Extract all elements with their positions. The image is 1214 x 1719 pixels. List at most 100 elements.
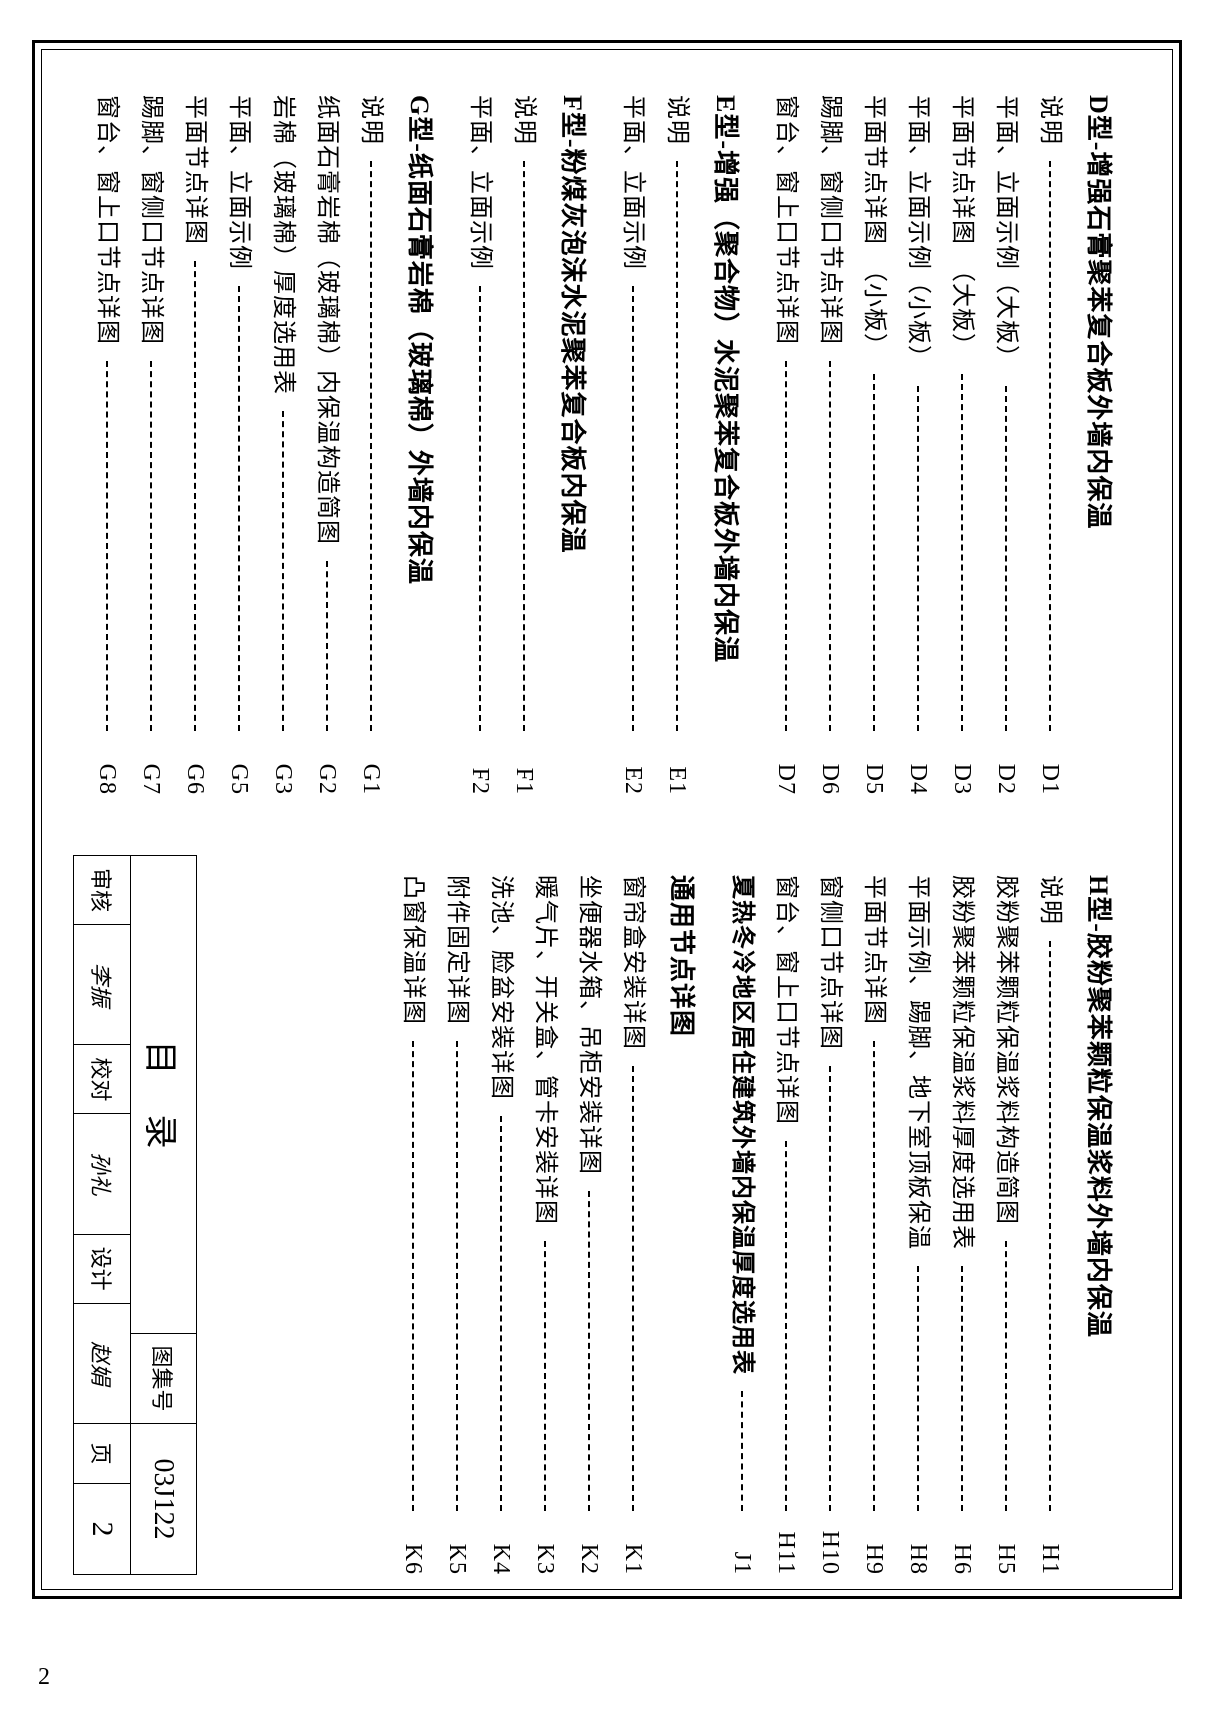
- toc-entry-label: 平面节点详图: [173, 95, 217, 245]
- toc-entry-label: 说明: [1028, 875, 1072, 925]
- toc-entry-page: K2: [567, 1527, 611, 1575]
- toc-entry-page: F1: [502, 747, 546, 795]
- toc-entry-page: E2: [611, 747, 655, 795]
- toc-leader: [370, 161, 372, 731]
- toc-entry-label: 平面、立面示例（小板）: [896, 95, 940, 370]
- toc-leader: [1005, 1241, 1007, 1511]
- toc-entry-page: F2: [458, 747, 502, 795]
- toc-entry: 说明G1: [349, 95, 393, 795]
- toc-entry-label: 踢脚、窗侧口节点详图: [129, 95, 173, 345]
- toc-section-title: H型-胶粉聚苯颗粒保温浆料外墙内保温: [1082, 875, 1119, 1575]
- toc-leader: [412, 1041, 414, 1511]
- toc-entry: 说明F1: [502, 95, 546, 795]
- toc-leader: [632, 286, 634, 731]
- toc-entry-page: H9: [852, 1527, 896, 1575]
- toc-entry: 窗台、窗上口节点详图D7: [764, 95, 808, 795]
- toc-entry: 平面、立面示例 F2: [458, 95, 502, 795]
- toc-entry: 说明D1: [1028, 95, 1072, 795]
- content-rotated: D型-增强石膏聚苯复合板外墙内保温说明D1平面、立面示例（大板）D2平面节点详图…: [55, 55, 1155, 1615]
- toc-entry: 窗帘盒安装详图K1: [611, 875, 655, 1575]
- toc-entry-page: G2: [305, 747, 349, 795]
- toc-entry-page: K6: [391, 1527, 435, 1575]
- toc-entry-label: 平面节点详图 （大板）: [940, 95, 984, 358]
- toc-leader: [873, 1041, 875, 1511]
- toc-leader: [829, 361, 831, 731]
- toc-entry-page: D7: [764, 747, 808, 795]
- toc-entry-page: H5: [984, 1527, 1028, 1575]
- toc-entry-page: H11: [764, 1527, 808, 1575]
- toc-entry-page: G5: [217, 747, 261, 795]
- toc-entry-label: 纸面石膏岩棉（玻璃棉）内保温构造简图: [305, 95, 349, 545]
- toc-entry: 平面节点详图 （小板）D5: [852, 95, 896, 795]
- toc-entry-page: H1: [1028, 1527, 1072, 1575]
- toc-entry: 说明 H1: [1028, 875, 1072, 1575]
- toc-leader: [917, 386, 919, 731]
- toc-entry-page: J1: [720, 1527, 764, 1575]
- toc-leader: [1049, 941, 1051, 1511]
- toc-entry-label: 窗台、窗上口节点详图: [764, 875, 808, 1125]
- toc-leader: [961, 1266, 963, 1511]
- toc-leader: [873, 374, 875, 731]
- toc-leader: [150, 361, 152, 731]
- toc-entry: 平面、立面示例（大板）D2: [984, 95, 1028, 795]
- toc-entry-page: D5: [852, 747, 896, 795]
- toc-entry-page: G6: [173, 747, 217, 795]
- toc-entry-label: 凸窗保温详图: [391, 875, 435, 1025]
- toc-entry: 纸面石膏岩棉（玻璃棉）内保温构造简图 G2: [305, 95, 349, 795]
- toc-leader: [238, 286, 240, 731]
- toc-entry-label: 说明: [655, 95, 699, 145]
- toc-entry-label: 坐便器水箱、吊柜安装详图: [567, 875, 611, 1175]
- toc-entry: 平面节点详图 H9: [852, 875, 896, 1575]
- toc-column-right: H型-胶粉聚苯颗粒保温浆料外墙内保温说明 H1 胶粉聚苯颗粒保温浆料构造简图 H5胶粉…: [55, 875, 1125, 1575]
- toc-columns: D型-增强石膏聚苯复合板外墙内保温说明D1平面、立面示例（大板）D2平面节点详图…: [55, 55, 1155, 1615]
- toc-section-title: F型-粉煤灰泡沫水泥聚苯复合板内保温: [556, 95, 593, 795]
- toc-entry: 胶粉聚苯颗粒保温浆料构造简图 H5: [984, 875, 1028, 1575]
- check-signature: 孙礼: [74, 1114, 130, 1234]
- toc-leader: [1005, 386, 1007, 731]
- toc-entry-label: 平面示例、踢脚、地下室顶板保温: [896, 875, 940, 1250]
- toc-leader: [194, 261, 196, 731]
- toc-entry-page: G1: [349, 747, 393, 795]
- toc-entry-page: G8: [85, 747, 129, 795]
- toc-entry-label: 附件固定详图: [435, 875, 479, 1025]
- toc-leader: [785, 361, 787, 731]
- toc-entry: 平面节点详图 G6: [173, 95, 217, 795]
- toc-leader: [456, 1041, 458, 1511]
- atlas-code: 03J122: [131, 1424, 196, 1574]
- title-block: 目录 图集号 03J122 审核 李振 校对 孙礼 设计 赵娟 页 2: [73, 855, 197, 1575]
- toc-entry-label: 平面节点详图: [852, 875, 896, 1025]
- toc-entry: 平面示例、踢脚、地下室顶板保温 H8: [896, 875, 940, 1575]
- toc-entry: 胶粉聚苯颗粒保温浆料厚度选用表H6: [940, 875, 984, 1575]
- toc-entry-page: G7: [129, 747, 173, 795]
- toc-leader: [500, 1116, 502, 1511]
- doc-title: 目录: [131, 856, 196, 1334]
- toc-section-title: D型-增强石膏聚苯复合板外墙内保温: [1082, 95, 1119, 795]
- toc-entry: 附件固定详图 K5: [435, 875, 479, 1575]
- toc-entry-label: 平面、立面示例: [611, 95, 655, 270]
- check-label: 校对: [74, 1045, 130, 1114]
- title-block-bottom: 审核 李振 校对 孙礼 设计 赵娟 页 2: [74, 856, 130, 1574]
- toc-entry-label: 踢脚、窗侧口节点详图: [808, 95, 852, 345]
- toc-leader: [544, 1241, 546, 1511]
- toc-entry: 暖气片、开关盒、管卡安装详图K3: [523, 875, 567, 1575]
- toc-entry-page: D6: [808, 747, 852, 795]
- page-number: 2: [74, 1484, 130, 1574]
- toc-entry-label: 窗帘盒安装详图: [611, 875, 655, 1050]
- toc-entry-label: 窗侧口节点详图: [808, 875, 852, 1050]
- design-label: 设计: [74, 1235, 130, 1304]
- toc-section-title: E型-增强（聚合物）水泥聚苯复合板外墙内保温: [709, 95, 746, 795]
- toc-entry-label: 平面、立面示例（大板）: [984, 95, 1028, 370]
- toc-entry-page: K3: [523, 1527, 567, 1575]
- toc-section-title: 通用节点详图: [665, 875, 702, 1575]
- toc-leader: [1049, 161, 1051, 731]
- toc-leader: [588, 1191, 590, 1511]
- toc-entry-page: H8: [896, 1527, 940, 1575]
- toc-leader: [523, 161, 525, 731]
- toc-entry-label: 胶粉聚苯颗粒保温浆料构造简图: [984, 875, 1028, 1225]
- page: D型-增强石膏聚苯复合板外墙内保温说明D1平面、立面示例（大板）D2平面节点详图…: [0, 0, 1214, 1719]
- toc-entry: 踢脚、窗侧口节点详图 D6: [808, 95, 852, 795]
- toc-entry: 坐便器水箱、吊柜安装详图 K2: [567, 875, 611, 1575]
- toc-entry-label: 平面、立面示例: [458, 95, 502, 270]
- toc-entry-page: K5: [435, 1527, 479, 1575]
- toc-entry-label: 说明: [1028, 95, 1072, 145]
